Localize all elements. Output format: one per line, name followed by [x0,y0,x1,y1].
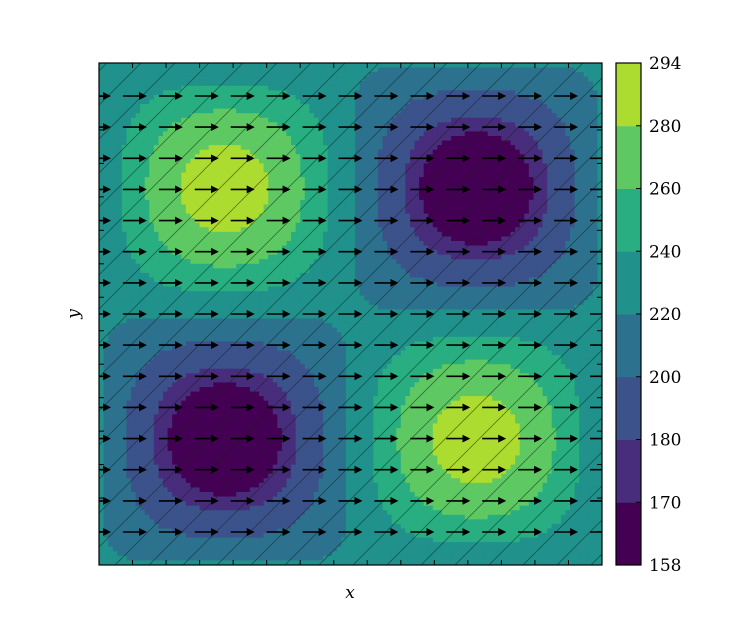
colorbar-band [616,251,641,315]
colorbar-tick-label: 294 [649,54,681,74]
colorbar: 158 170 180 200 220 240 260 280 294 [615,54,681,576]
colorbar-tick-label: 220 [649,305,681,325]
colorbar-band [616,502,641,566]
colorbar-tick-label: 180 [649,431,681,451]
quiver-arrows [99,92,602,536]
colorbar-tick-label: 158 [649,556,681,576]
colorbar-band [616,314,641,378]
colorbar-frame [615,62,642,566]
colorbar-tick-label: 170 [649,493,681,513]
x-axis-label: x [345,583,355,603]
colorbar-tick-label: 260 [649,180,681,200]
colorbar-band [616,376,641,440]
axis-ticks [99,63,602,565]
y-axis-label: y [64,309,84,320]
colorbar-bands [616,63,641,566]
colorbar-tick-label: 280 [649,117,681,137]
plot-frame [98,62,603,566]
colorbar-tick-label: 200 [649,368,681,388]
colorbar-tick-label: 240 [649,242,681,262]
colorbar-band [616,63,641,127]
colorbar-ticks: 158 170 180 200 220 240 260 280 294 [636,54,681,576]
colorbar-band [616,439,641,503]
colorbar-band [616,125,641,189]
colorbar-band [616,188,641,252]
plot-area [98,62,603,566]
